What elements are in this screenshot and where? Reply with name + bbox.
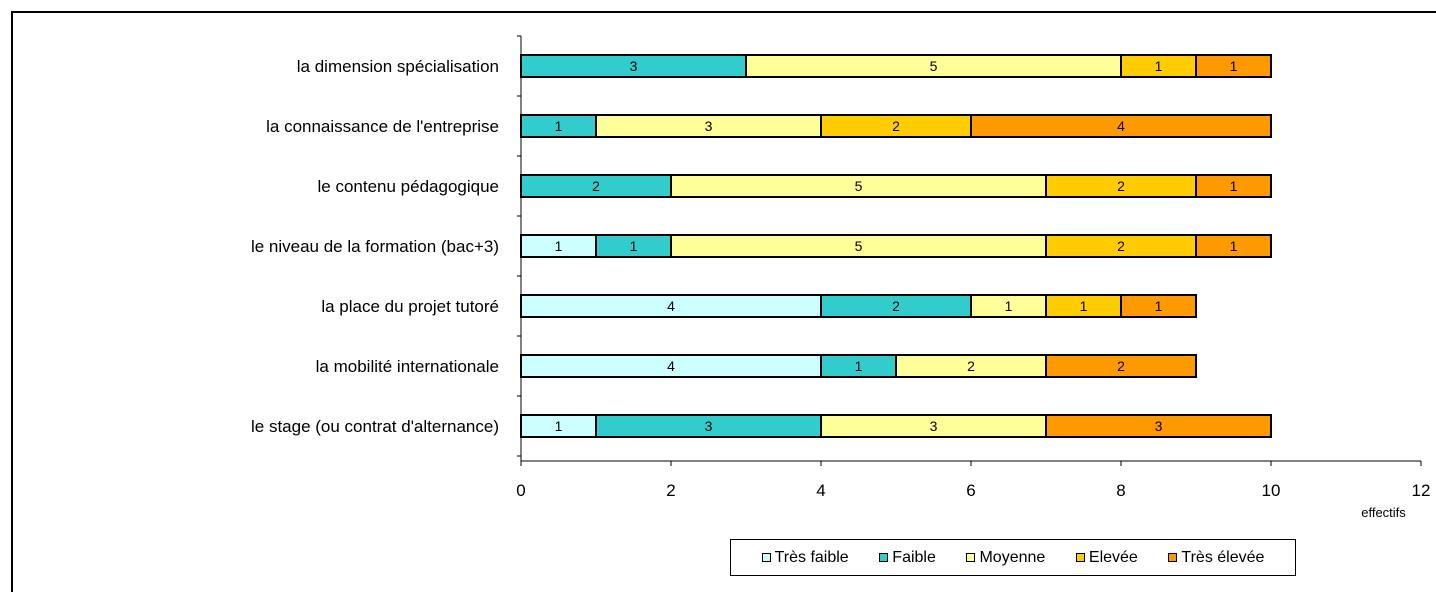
bar-segment — [970, 114, 1272, 138]
segment-value-label: 3 — [1155, 418, 1163, 434]
segment-value-label: 1 — [1005, 298, 1013, 314]
bar-segment — [1045, 354, 1197, 378]
x-tick-label: 10 — [1262, 481, 1281, 500]
x-tick-label: 2 — [666, 481, 675, 500]
category-label: le stage (ou contrat d'alternance) — [251, 417, 499, 436]
x-tick-label: 12 — [1412, 481, 1431, 500]
segment-value-label: 5 — [855, 178, 863, 194]
legend-item: Faible — [879, 549, 936, 567]
legend-swatch — [761, 553, 771, 562]
legend-swatch — [1168, 553, 1178, 562]
legend-item: Très faible — [761, 548, 849, 567]
segment-value-label: 1 — [1230, 178, 1238, 194]
x-tick-label: 4 — [816, 481, 825, 500]
bar-segment — [1045, 414, 1272, 438]
bar-segment — [1195, 54, 1272, 78]
legend-label: Très faible — [774, 548, 849, 566]
category-label: la connaissance de l'entreprise — [266, 117, 499, 136]
segment-value-label: 3 — [930, 418, 938, 434]
category-label: le contenu pédagogique — [318, 177, 500, 196]
category-label: la mobilité internationale — [316, 357, 499, 376]
segment-value-label: 4 — [667, 298, 675, 314]
bar-segment — [1195, 234, 1272, 258]
segment-value-label: 5 — [930, 58, 938, 74]
legend-label: Moyenne — [979, 548, 1046, 566]
legend-label: Faible — [892, 548, 936, 566]
x-tick-label: 6 — [966, 481, 975, 500]
legend-swatch — [966, 553, 976, 562]
chart-bars — [520, 54, 1272, 438]
segment-value-label: 2 — [1117, 358, 1125, 374]
segment-value-label: 2 — [1117, 238, 1125, 254]
category-label: la place du projet tutoré — [321, 297, 499, 316]
bar-segment — [1195, 174, 1272, 198]
segment-value-label: 2 — [592, 178, 600, 194]
segment-value-label: 5 — [855, 238, 863, 254]
segment-value-label: 1 — [630, 238, 638, 254]
segment-value-label: 1 — [555, 118, 563, 134]
legend-label: Elevée — [1088, 548, 1138, 566]
segment-value-label: 4 — [1117, 118, 1125, 134]
category-label: le niveau de la formation (bac+3) — [251, 237, 499, 256]
segment-value-label: 2 — [967, 358, 975, 374]
chart-legend: Très faible Faible Moyenne Elevée Très élevé… — [730, 539, 1296, 576]
x-tick-label: 0 — [516, 481, 525, 500]
segment-value-label: 1 — [1155, 58, 1163, 74]
segment-value-label: 1 — [1080, 298, 1088, 314]
category-label: la dimension spécialisation — [297, 57, 499, 76]
segment-value-label: 1 — [855, 358, 863, 374]
segment-value-label: 4 — [667, 358, 675, 374]
segment-value-label: 3 — [705, 118, 713, 134]
segment-value-label: 1 — [1230, 58, 1238, 74]
legend-item: Elevée — [1075, 548, 1138, 567]
chart-labels: la dimension spécialisation 3 5 1 1 la connai… — [251, 57, 1238, 436]
segment-value-label: 3 — [630, 58, 638, 74]
segment-value-label: 2 — [892, 298, 900, 314]
segment-value-label: 2 — [1117, 178, 1125, 194]
segment-value-label: 2 — [892, 118, 900, 134]
x-tick-label: 8 — [1116, 481, 1125, 500]
segment-value-label: 3 — [705, 418, 713, 434]
bar-segment — [1120, 294, 1197, 318]
segment-value-label: 1 — [1230, 238, 1238, 254]
legend-swatch — [1075, 553, 1085, 562]
legend-swatch — [879, 553, 889, 562]
x-axis-title: effectifs — [1361, 505, 1406, 520]
legend-label: Très élevée — [1181, 548, 1265, 566]
legend-item: Très élevée — [1168, 549, 1264, 567]
chart-frame — [11, 11, 1436, 592]
segment-value-label: 1 — [555, 418, 563, 434]
segment-value-label: 1 — [555, 238, 563, 254]
legend-item: Moyenne — [966, 549, 1045, 567]
segment-value-label: 1 — [1155, 298, 1163, 314]
